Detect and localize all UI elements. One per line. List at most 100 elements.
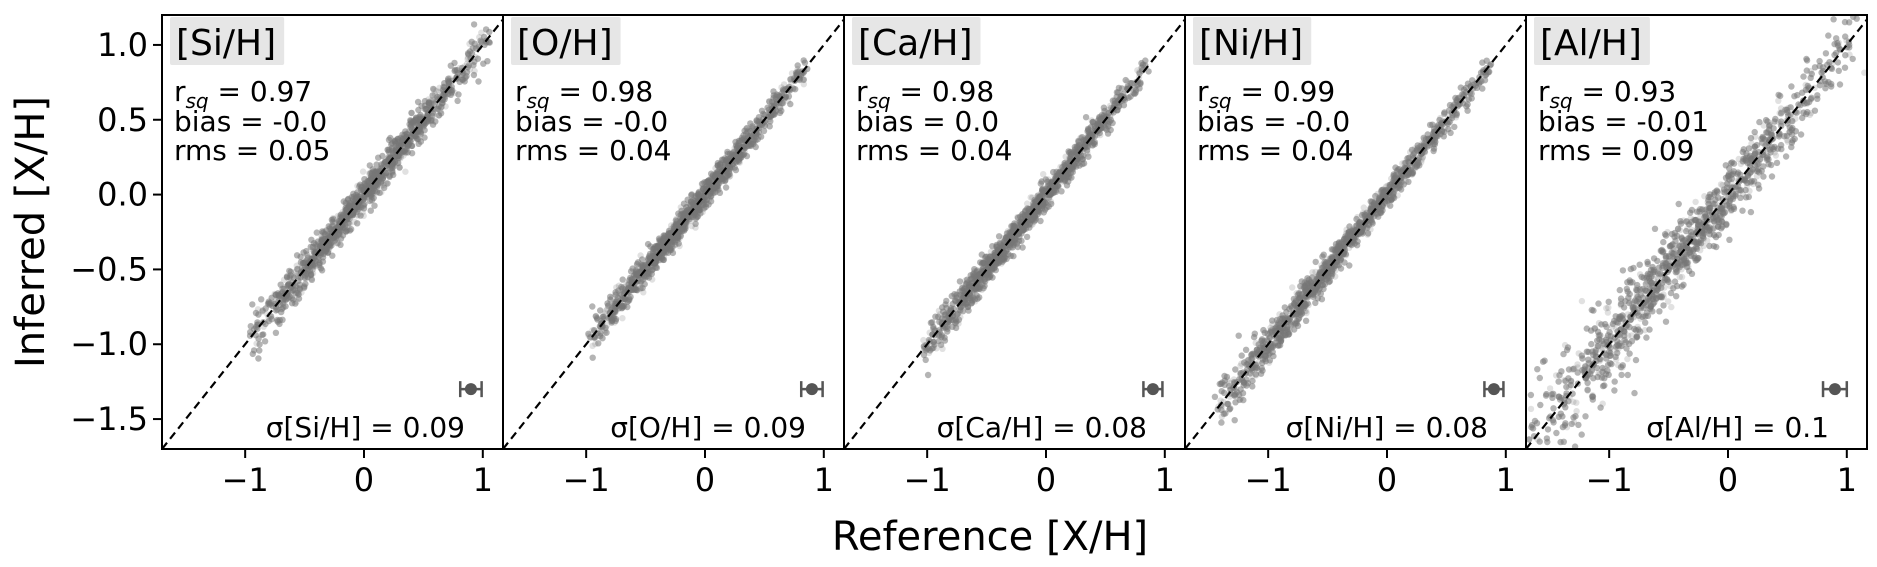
data-point [792,86,799,93]
data-point [692,220,699,227]
data-point [745,142,752,150]
data-point [354,220,361,227]
data-point [259,307,266,314]
data-point [1128,80,1135,87]
data-point [1057,173,1065,180]
data-point [1005,233,1012,240]
data-point [439,90,446,97]
data-point [959,303,966,310]
rsq-value: = 0.98 [891,75,995,108]
rsq-prefix: r [174,75,186,108]
data-point [405,141,412,149]
data-point [1100,113,1107,120]
data-point [1137,80,1144,88]
data-point [1306,283,1314,290]
data-point [1358,229,1365,236]
data-point [699,201,706,208]
sigma-label: σ[Ca/H] = 0.08 [937,411,1147,444]
data-point [1800,73,1807,80]
data-point [1026,224,1033,231]
data-point [1534,366,1541,373]
data-point [1673,293,1680,300]
data-point [1082,144,1089,151]
data-point [995,233,1003,240]
data-point [1217,380,1225,388]
data-point [381,158,389,165]
data-point [620,283,628,291]
data-point [1346,262,1353,269]
data-point [738,134,746,142]
y-tick-label: 0.0 [97,176,148,214]
scatter-points [1526,15,1867,449]
data-point [1007,252,1014,259]
data-point [1269,317,1276,324]
data-point [1067,161,1074,169]
data-point [1312,258,1319,266]
data-point [1528,421,1536,429]
x-tick-label: 1 [473,461,493,499]
data-point [1460,86,1468,93]
data-point [744,128,751,135]
data-point [1252,371,1260,378]
data-point [952,320,960,327]
data-point [1226,380,1234,387]
data-point [649,266,656,273]
data-point [402,168,409,175]
panel-title-box [1193,17,1312,65]
data-point [1288,319,1295,326]
y-tick-label: −1.0 [70,325,148,363]
rsq-subscript: sq [186,89,209,113]
data-point [649,276,656,283]
data-point [1043,184,1051,191]
data-point [451,89,459,97]
data-point [1218,419,1225,426]
data-point [619,276,626,283]
data-point [1054,182,1061,190]
data-point [723,169,731,177]
data-point [716,189,724,196]
data-point [1032,216,1039,223]
data-point [1353,242,1361,249]
data-point [408,109,415,117]
sigma-label: σ[O/H] = 0.09 [610,411,806,444]
data-point [1249,383,1256,390]
data-point [952,324,960,332]
data-point [1231,417,1238,424]
data-point [1451,101,1458,108]
data-point [1309,269,1316,276]
panel-title-box [511,17,621,65]
data-point [589,354,596,361]
data-point [1068,151,1075,158]
data-point [1465,96,1473,103]
data-point [1221,372,1228,380]
data-point [968,299,976,306]
panel-title-box [852,17,981,65]
data-point [260,331,267,338]
data-point [1372,192,1379,200]
data-point [359,209,366,216]
data-point [429,92,436,99]
data-point [1477,69,1485,76]
data-point [1001,255,1008,262]
rsq-value: = 0.99 [1232,75,1336,108]
data-point [372,173,379,180]
data-point [249,301,256,308]
data-point [1274,321,1282,328]
x-tick-label: 1 [1155,461,1175,499]
data-point [1360,204,1368,211]
data-point [436,84,443,92]
data-point [1064,161,1071,168]
data-point [1220,410,1228,417]
data-point [1628,332,1635,339]
data-point [766,123,773,130]
data-point [1047,198,1055,205]
data-point [360,193,368,200]
data-point [301,274,309,281]
scatter-points [920,57,1152,379]
data-point [932,313,939,320]
data-point [1578,297,1586,305]
